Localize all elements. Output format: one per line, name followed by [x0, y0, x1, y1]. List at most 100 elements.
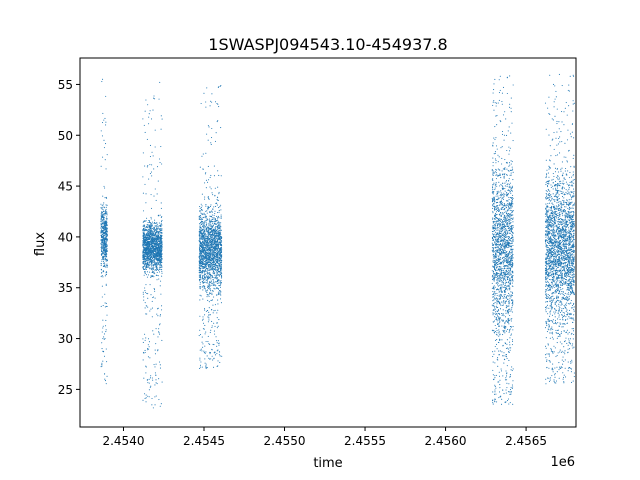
data-point — [155, 229, 157, 231]
data-point — [159, 323, 161, 325]
data-point — [199, 282, 201, 284]
data-point — [151, 265, 153, 267]
data-point — [155, 379, 157, 381]
data-point — [101, 226, 103, 228]
data-point — [210, 174, 212, 177]
data-point — [203, 222, 205, 224]
data-point — [212, 260, 214, 262]
data-point — [210, 229, 212, 232]
data-point — [200, 274, 202, 276]
data-point — [151, 261, 153, 263]
data-point — [496, 301, 498, 303]
data-point — [208, 295, 210, 297]
data-point — [203, 351, 205, 354]
data-point — [199, 262, 201, 264]
data-point — [144, 253, 146, 255]
data-point — [510, 334, 512, 336]
data-point — [145, 337, 147, 339]
data-point — [494, 243, 496, 245]
data-point — [210, 224, 212, 226]
data-point — [103, 355, 106, 357]
data-point — [215, 248, 217, 250]
data-point — [142, 291, 144, 293]
data-point — [101, 236, 103, 238]
data-point — [144, 250, 146, 252]
data-point — [492, 312, 494, 314]
data-point — [212, 278, 214, 281]
data-point — [142, 221, 144, 223]
data-point — [205, 250, 207, 252]
data-point — [159, 228, 162, 230]
data-point — [150, 257, 152, 259]
data-point — [203, 237, 205, 239]
data-point — [151, 258, 153, 260]
data-point — [494, 251, 496, 253]
data-point — [105, 231, 107, 233]
data-point — [200, 245, 202, 247]
data-point — [104, 293, 106, 295]
data-point — [499, 296, 501, 299]
data-point — [106, 250, 108, 252]
data-point — [512, 244, 514, 247]
data-point — [214, 229, 216, 231]
data-point — [209, 241, 211, 243]
data-point — [217, 257, 219, 259]
data-point — [210, 280, 212, 282]
data-point — [199, 257, 201, 259]
data-point — [160, 254, 162, 256]
data-point — [509, 272, 511, 274]
data-point — [217, 235, 219, 237]
data-point — [155, 363, 157, 365]
data-point — [509, 238, 511, 241]
data-point — [105, 240, 107, 242]
data-point — [105, 331, 107, 333]
data-point — [209, 275, 211, 277]
data-point — [198, 240, 200, 242]
data-point — [199, 215, 202, 217]
data-point — [214, 236, 216, 238]
data-point — [211, 258, 213, 260]
data-point — [217, 186, 219, 188]
data-point — [152, 270, 154, 272]
data-point — [144, 230, 146, 232]
data-point — [199, 210, 201, 212]
data-point — [494, 330, 497, 333]
data-point — [493, 137, 495, 139]
data-point — [211, 238, 213, 241]
data-point — [203, 272, 205, 274]
data-point — [213, 217, 215, 219]
data-point — [216, 353, 218, 355]
data-point — [208, 281, 211, 284]
data-point — [501, 157, 503, 160]
data-point — [144, 349, 146, 352]
data-point — [201, 272, 203, 274]
data-point — [158, 271, 161, 273]
data-point — [494, 350, 496, 352]
data-point — [502, 269, 505, 271]
data-point — [199, 216, 201, 218]
data-point — [219, 234, 221, 236]
data-point — [202, 232, 205, 234]
data-point — [504, 293, 506, 295]
data-point — [510, 97, 512, 99]
data-point — [144, 264, 146, 266]
data-point — [142, 210, 145, 212]
data-point — [213, 261, 215, 264]
data-point — [510, 210, 512, 212]
data-point — [500, 121, 502, 123]
data-point — [210, 188, 212, 190]
data-point — [494, 398, 496, 400]
data-point — [142, 267, 144, 269]
data-point — [105, 196, 107, 198]
data-point — [145, 193, 147, 195]
data-point — [215, 232, 217, 234]
data-point — [147, 251, 149, 253]
data-point — [158, 260, 160, 262]
data-point — [106, 253, 108, 255]
data-point — [205, 234, 207, 236]
data-point — [512, 197, 514, 199]
data-point — [203, 350, 205, 352]
data-point — [154, 129, 156, 131]
data-point — [203, 270, 206, 272]
